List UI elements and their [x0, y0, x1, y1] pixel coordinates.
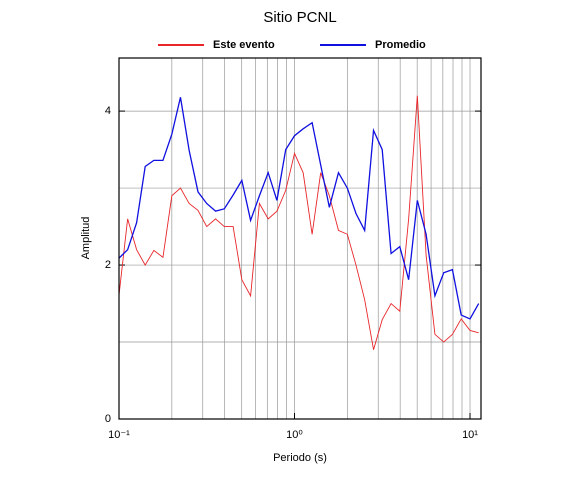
chart-title: Sitio PCNL [263, 9, 336, 26]
y-tick-label: 2 [105, 259, 111, 271]
x-axis-label: Periodo (s) [273, 452, 327, 464]
x-tick-label: 10¹ [462, 429, 478, 441]
y-tick-label: 4 [105, 105, 111, 117]
plot-frame [118, 57, 482, 420]
legend-label: Promedio [375, 39, 426, 51]
x-tick-label: 10⁻¹ [108, 429, 130, 441]
data-line [118, 97, 480, 320]
y-axis-label: Amplitud [80, 217, 92, 260]
y-tick-label: 0 [105, 413, 111, 425]
legend-label: Este evento [213, 39, 275, 51]
x-tick-label: 10⁰ [286, 429, 303, 441]
data-line [118, 95, 479, 350]
